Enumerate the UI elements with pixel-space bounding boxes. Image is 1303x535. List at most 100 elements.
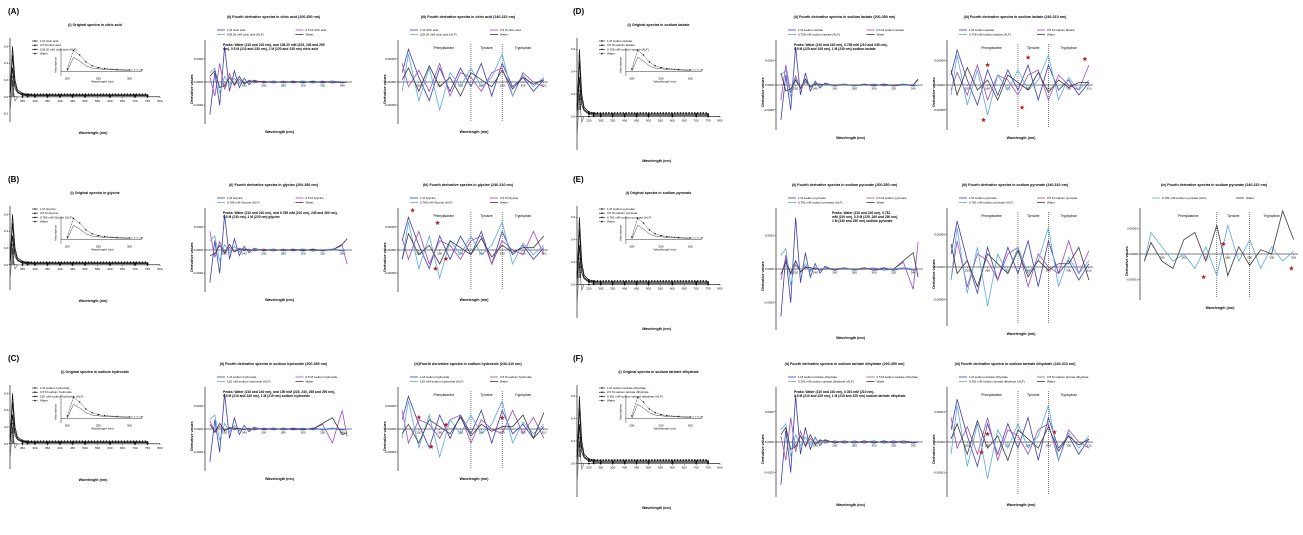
- s1-marker: [611, 462, 614, 465]
- peaks-annotation-line: 0.5 M (225 and 245 nm), 1 M (230 nm) sod…: [794, 47, 876, 51]
- x-tick-label: 320: [891, 271, 896, 275]
- s1-series-line: [576, 93, 709, 139]
- s1-band-marker: [27, 93, 30, 96]
- s1-band-marker: [653, 280, 656, 282]
- inset-background: [619, 48, 702, 82]
- legend-marker: [34, 395, 36, 398]
- s1-band-marker: [656, 112, 659, 114]
- s1-marker: [671, 462, 674, 465]
- s1-band-marker: [33, 93, 36, 96]
- s1-band-marker: [702, 459, 705, 461]
- s1-band-marker: [613, 280, 616, 282]
- s1-band-marker: [129, 261, 132, 264]
- inset-x-tick-label: 250: [96, 245, 101, 249]
- legend-label: 0.758 mM sodium lactate (ALF): [607, 47, 649, 51]
- y-axis-label: Absorbance: [11, 76, 15, 97]
- inset-y-label: Absorbance: [54, 225, 58, 241]
- legend-marker: [601, 216, 603, 219]
- s1-marker: [26, 263, 29, 266]
- s1-band-marker: [602, 459, 605, 461]
- series-line: [950, 419, 1090, 462]
- s1-band-marker: [636, 112, 639, 114]
- legend-marker: [34, 391, 36, 393]
- peak-star-marker: [410, 207, 416, 213]
- s1-marker: [599, 115, 602, 118]
- legend-label: 0.5 M sodium pyruvate: [1047, 196, 1078, 200]
- peak-star-marker: [443, 256, 449, 261]
- series-line: [209, 63, 348, 97]
- x-tick-label: 260: [261, 431, 266, 435]
- x-tick-label: 260: [832, 271, 837, 275]
- inset-marker: [103, 414, 106, 417]
- s1-band-marker: [108, 440, 111, 443]
- s1-band-marker: [30, 261, 33, 264]
- x-tick-label: 650: [120, 99, 125, 103]
- derivative-legend: 0.781 mM sodium pyruvate (ALF) Water: [1152, 196, 1254, 200]
- legend-label: Water: [306, 33, 314, 37]
- s1-band-marker: [673, 280, 676, 282]
- subplot-fourth-derivative-240-310-alf: (iv) Fourth derivative spectra in sodium…: [1125, 183, 1298, 310]
- s1-band-marker: [48, 261, 51, 264]
- s1-band-marker: [665, 459, 668, 461]
- x-tick-label: 750: [145, 267, 150, 271]
- y-tick-label: -0.0020: [764, 108, 775, 112]
- s1-band-marker: [625, 280, 627, 282]
- subplot-title: (i) Original spectra in sodium tartrate …: [618, 370, 698, 374]
- s1-marker: [623, 462, 626, 465]
- x-tick-label: 600: [670, 118, 675, 122]
- region-label-tryptophan: Tryptophan: [515, 214, 532, 218]
- x-axis-label: Wavelength (nm): [1007, 332, 1037, 336]
- x-tick-label: 290: [1247, 256, 1252, 260]
- y-tick-label: 0.6: [571, 47, 576, 51]
- y-axis-label: Derivative values: [761, 77, 765, 106]
- x-tick-label: 240: [242, 431, 247, 435]
- x-tick-label: 400: [622, 286, 627, 290]
- s1-marker: [26, 442, 29, 445]
- x-tick-label: 300: [300, 252, 305, 256]
- s1-band-marker: [702, 280, 705, 282]
- series-line: [950, 63, 1090, 102]
- s1-band-marker: [693, 112, 696, 114]
- legend-label: 1 M citric acid: [40, 39, 59, 43]
- legend-label: 1 M Glycine: [40, 207, 56, 211]
- series-line: [950, 405, 1090, 479]
- x-tick-label: 300: [1066, 87, 1071, 91]
- legend-label: 0.5 M sodium tartrate dihydrate: [1047, 375, 1089, 379]
- legend-label: 0.5 M citric acid: [500, 28, 521, 32]
- s1-band-marker: [696, 280, 699, 282]
- inset-background: [619, 216, 702, 250]
- y-axis-label: Derivative values: [383, 74, 387, 103]
- x-tick-label: 350: [610, 286, 615, 290]
- y-axis-label: Absorbance: [578, 258, 582, 279]
- legend-label: 0.391 mM sodium tartrate dihydrate (ALF): [607, 394, 663, 398]
- s1-band-marker: [123, 440, 126, 443]
- s1-series-line: [576, 228, 709, 283]
- inset-marker: [642, 54, 645, 56]
- s1-band-marker: [648, 280, 650, 282]
- s1-band-marker: [608, 112, 610, 114]
- y-tick-label: -0.00005: [384, 103, 396, 107]
- x-tick-label: 650: [682, 465, 687, 469]
- y-tick-label: 0.0020: [765, 58, 775, 62]
- s1-band-marker: [135, 440, 138, 443]
- inset-marker: [78, 222, 81, 224]
- derivative-legend: 1 M citric acid 0.5 M citric acid 108.20 m…: [217, 28, 327, 37]
- y-tick-label: -0.0002: [764, 301, 775, 305]
- subplot-fourth-derivative-240-310: (iii) Fourth derivative spectra in glyci…: [383, 183, 548, 302]
- legend-label: 0.5 M sodium hydroxide: [40, 390, 72, 394]
- s1-marker: [34, 95, 36, 98]
- inset-marker: [91, 233, 93, 235]
- s1-band-marker: [21, 261, 24, 264]
- x-tick-label: 550: [95, 446, 100, 450]
- x-tick-label: 600: [107, 99, 112, 103]
- y-tick-label: 0.4: [4, 61, 9, 65]
- legend-label: 0.5 M Glycine: [500, 196, 519, 200]
- inset-x-tick-label: 250: [659, 245, 664, 249]
- s1-band-marker: [66, 93, 69, 96]
- x-tick-label: 250: [586, 118, 591, 122]
- subplot-original-spectra: (i) Original spectra in sodium tartrate …: [571, 370, 723, 510]
- panel-f: (F) (i) Original spectra in sodium tartra…: [571, 354, 1093, 510]
- legend-label: Water: [607, 52, 615, 56]
- peak-star-marker: [985, 431, 991, 437]
- s1-band-marker: [69, 93, 72, 96]
